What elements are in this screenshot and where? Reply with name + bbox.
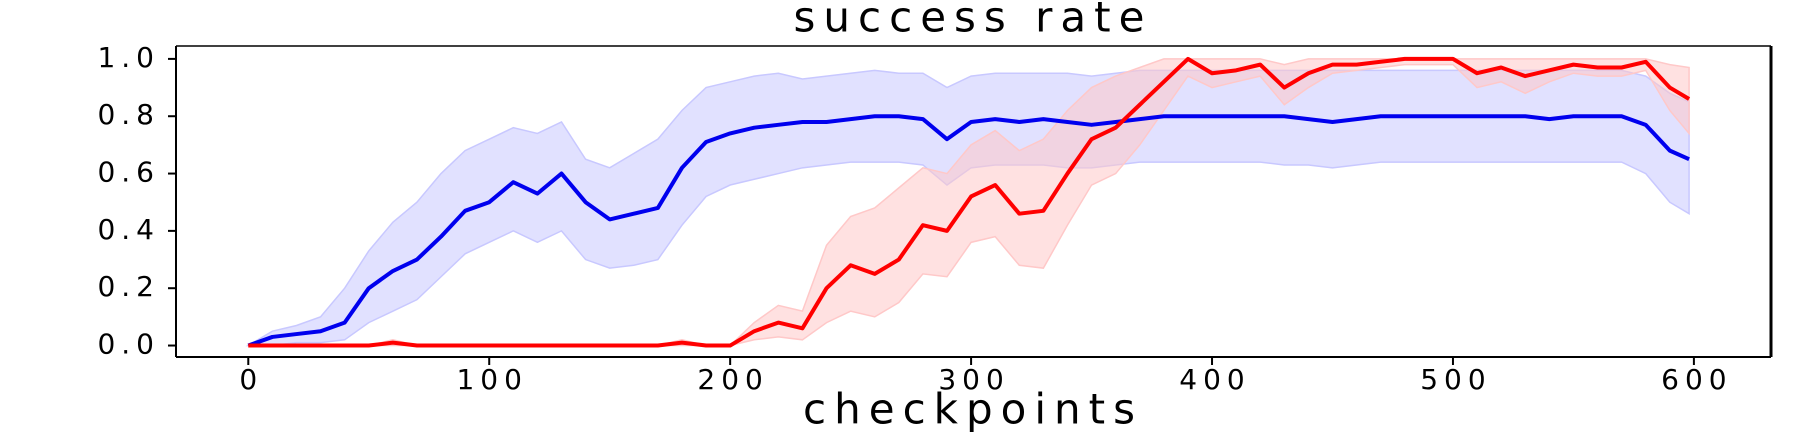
x-tick-label: 0	[239, 363, 263, 396]
x-tick-label: 600	[1661, 363, 1732, 396]
x-tick-label: 200	[697, 363, 768, 396]
x-tick-label: 400	[1179, 363, 1250, 396]
data-line	[248, 56, 1691, 348]
x-tick-label: 100	[456, 363, 527, 396]
y-tick-label: 1.0	[97, 41, 160, 74]
y-tick-label: 0.8	[97, 98, 160, 131]
y-tick-label: 0.4	[97, 213, 160, 246]
x-tick-label: 300	[938, 363, 1009, 396]
y-tick-label: 0.0	[97, 328, 160, 361]
chart-title: success rate	[794, 0, 1153, 42]
x-axis-label: checkpoints	[803, 385, 1143, 434]
y-tick-label: 0.6	[97, 156, 160, 189]
y-tick-label: 0.2	[97, 270, 160, 303]
x-tick-label: 500	[1420, 363, 1491, 396]
data-line	[247, 114, 1690, 348]
